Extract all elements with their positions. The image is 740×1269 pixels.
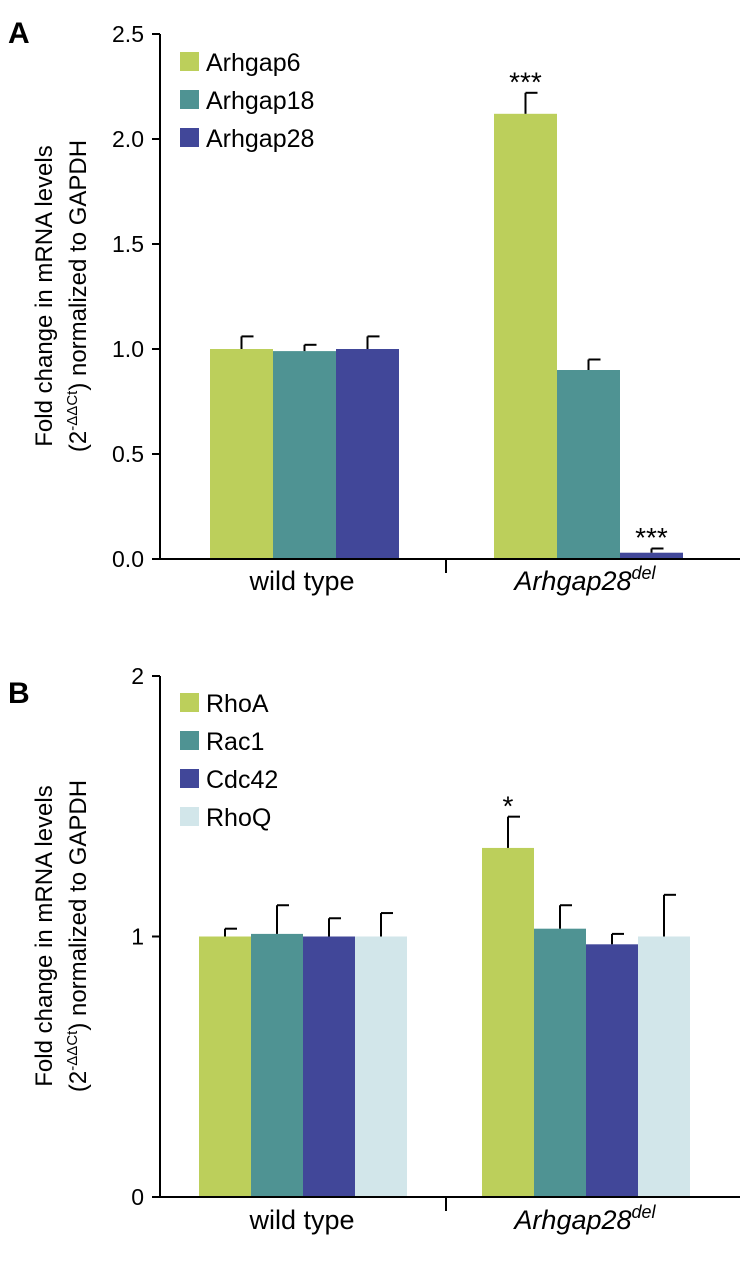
legend-swatch [180,128,199,147]
significance-label: *** [635,522,668,553]
panel-letter: A [8,17,30,50]
y-tick-label: 0 [131,1184,144,1210]
category-superscript: del [632,1202,657,1222]
legend-label: Arhgap6 [206,49,301,77]
category-name: Arhgap28 [512,1205,631,1235]
bar [355,936,407,1197]
y-label-part: (2 [65,431,92,452]
category-superscript: del [632,563,657,583]
category-label: Arhgap28del [512,563,656,596]
y-tick-label: 0.5 [112,441,144,467]
y-tick-label: 1 [131,924,144,950]
legend-swatch [180,693,199,712]
bar [251,933,303,1197]
y-axis-label: (2-ΔΔCt) normalized to GAPDH [64,140,92,452]
y-tick-label: 1.5 [112,231,144,257]
bar [210,349,273,559]
significance-label: * [503,790,514,821]
legend: Arhgap6 Arhgap18 Arhgap28 [180,49,314,153]
bar [482,847,534,1197]
category-label: Arhgap28del [512,1202,656,1235]
bar [534,928,586,1197]
legend: RhoA Rac1 Cdc42 RhoQ [180,690,278,832]
legend-swatch [180,52,199,71]
bar [303,936,355,1197]
legend-label: Cdc42 [206,766,278,794]
legend-swatch [180,807,199,826]
category-name: Arhgap28 [512,566,631,596]
y-label-superscript: -ΔΔCt [64,390,81,431]
category-label: wild type [248,566,354,596]
bar [638,936,690,1197]
y-label-part: ) normalized to GAPDH [65,140,92,391]
y-tick-label: 2 [131,663,144,689]
bar [199,936,251,1197]
y-axis-label: Fold change in mRNA levels [31,785,58,1086]
legend-label: Rac1 [206,728,264,756]
bar [557,370,620,559]
y-tick-label: 0.0 [112,546,144,572]
bar [620,552,683,559]
y-label-superscript: -ΔΔCt [64,1030,81,1071]
legend-swatch [180,90,199,109]
chart-panel-a: A *** *** 0.0 0.5 1.0 1.5 2.0 2.5 Fold change in … [8,17,740,596]
y-label-part: ) normalized to GAPDH [65,780,92,1031]
y-tick-label: 1.0 [112,336,144,362]
y-tick-label: 2.0 [112,126,144,152]
legend-label: Arhgap18 [206,87,314,115]
category-label: wild type [248,1205,354,1235]
bar [586,944,638,1197]
legend-swatch [180,731,199,750]
y-tick-label: 2.5 [112,21,144,47]
legend-label: RhoA [206,690,269,718]
y-axis-label: Fold change in mRNA levels [31,145,58,446]
bar [494,113,557,560]
panel-letter: B [8,677,30,710]
y-label-part: (2 [65,1071,92,1092]
y-axis-label: (2-ΔΔCt) normalized to GAPDH [64,780,92,1092]
legend-label: RhoQ [206,804,271,832]
legend-label: Arhgap28 [206,125,314,153]
bar [336,349,399,559]
legend-swatch [180,769,199,788]
significance-label: *** [509,66,542,97]
bar [273,351,336,559]
